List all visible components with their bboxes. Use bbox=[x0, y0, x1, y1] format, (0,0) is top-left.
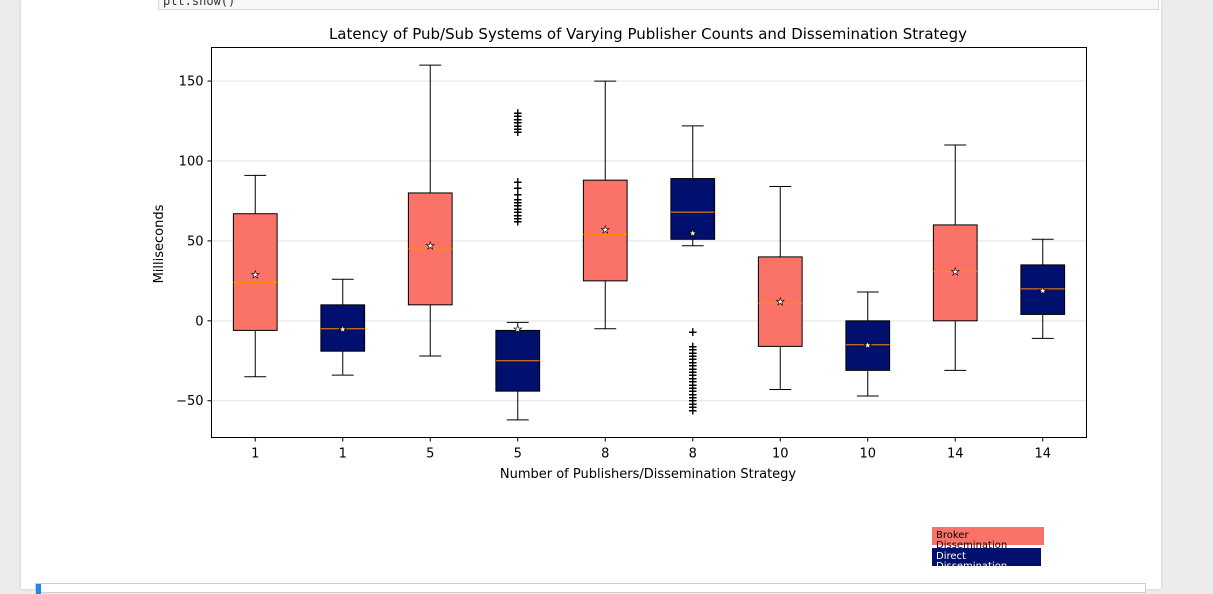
x-tick-label: 14 bbox=[947, 447, 964, 462]
box-broker-1: ★ bbox=[232, 174, 278, 378]
box-body bbox=[320, 304, 366, 352]
mean-marker: ★ bbox=[251, 270, 260, 281]
outlier-point: + bbox=[513, 175, 523, 189]
x-tick-label: 8 bbox=[689, 447, 697, 462]
outlier-point: + bbox=[513, 122, 523, 136]
outlier-point: + bbox=[688, 375, 698, 389]
y-tick-label: 150 bbox=[179, 75, 204, 90]
outlier-point: + bbox=[513, 202, 523, 216]
plot-frame bbox=[211, 47, 1087, 438]
chart-title: Latency of Pub/Sub Systems of Varying Pu… bbox=[329, 25, 967, 43]
box-direct-10: ★ bbox=[845, 291, 891, 397]
code-cell-tail[interactable]: plt.show() bbox=[158, 0, 1159, 10]
x-tick-label: 10 bbox=[859, 447, 876, 462]
mean-marker: ★ bbox=[601, 225, 610, 236]
outlier-point: + bbox=[688, 384, 698, 398]
x-tick-label: 14 bbox=[1034, 447, 1051, 462]
next-code-cell[interactable] bbox=[35, 583, 1146, 594]
x-axis-label: Number of Publishers/Dissemination Strat… bbox=[500, 467, 797, 482]
y-tick-label: 100 bbox=[179, 154, 204, 169]
box-body bbox=[232, 213, 278, 331]
outlier-point: + bbox=[688, 349, 698, 363]
outlier-point: + bbox=[688, 352, 698, 366]
outlier-point: + bbox=[513, 125, 523, 139]
outlier-point: + bbox=[688, 339, 698, 353]
outlier-point: + bbox=[688, 387, 698, 401]
x-axis: 1 1 5 5 8 8 10 10 14 14 bbox=[251, 437, 1051, 462]
box-body bbox=[932, 224, 978, 322]
box-broker-14: ★ bbox=[932, 144, 978, 371]
mean-marker: ★ bbox=[1038, 286, 1047, 297]
box-body bbox=[757, 256, 803, 347]
outlier-point: + bbox=[688, 371, 698, 385]
outlier-point: + bbox=[688, 394, 698, 408]
box-body bbox=[670, 178, 716, 240]
box-broker-8: ★ bbox=[582, 80, 628, 330]
outlier-point: + bbox=[513, 109, 523, 123]
outlier-point: + bbox=[688, 343, 698, 357]
outlier-point: + bbox=[688, 378, 698, 392]
box-direct-5: ★++++++++++++++++++ bbox=[495, 106, 541, 421]
outlier-point: + bbox=[688, 391, 698, 405]
outlier-point: + bbox=[688, 362, 698, 376]
y-axis-label: Milliseconds bbox=[152, 204, 167, 283]
outlier-point: + bbox=[688, 325, 698, 339]
outlier-point: + bbox=[513, 212, 523, 226]
outlier-point: + bbox=[688, 368, 698, 382]
outlier-point: + bbox=[513, 199, 523, 213]
box-direct-8: ★++++++++++++++++++++++ bbox=[670, 125, 716, 417]
legend-broker-label: Broker Dissemination bbox=[936, 530, 1008, 551]
x-tick-label: 5 bbox=[426, 447, 434, 462]
outlier-point: + bbox=[688, 355, 698, 369]
box-broker-5: ★ bbox=[407, 64, 453, 357]
x-tick-label: 10 bbox=[772, 447, 789, 462]
mean-marker: ★ bbox=[776, 297, 785, 308]
outlier-point: + bbox=[513, 205, 523, 219]
box-broker-10: ★ bbox=[757, 186, 803, 391]
box-direct-1: ★ bbox=[320, 278, 366, 376]
box-body bbox=[582, 179, 628, 282]
outlier-point: + bbox=[688, 346, 698, 360]
x-tick-label: 1 bbox=[339, 447, 347, 462]
mean-marker: ★ bbox=[426, 241, 435, 252]
mean-marker: ★ bbox=[513, 324, 522, 335]
outlier-point: + bbox=[688, 400, 698, 414]
y-tick-label: 0 bbox=[195, 314, 203, 329]
outlier-point: + bbox=[688, 365, 698, 379]
x-tick-label: 5 bbox=[514, 447, 522, 462]
outlier-point: + bbox=[688, 359, 698, 373]
y-tick-label: −50 bbox=[176, 394, 203, 409]
outlier-point: + bbox=[513, 106, 523, 120]
y-tick-label: 50 bbox=[187, 234, 204, 249]
outlier-point: + bbox=[688, 381, 698, 395]
box-direct-14: ★ bbox=[1020, 238, 1066, 339]
y-axis: −50 0 50 100 150 bbox=[176, 75, 212, 409]
mean-marker: ★ bbox=[863, 340, 872, 351]
box-body bbox=[1020, 264, 1066, 315]
outlier-point: + bbox=[513, 188, 523, 202]
outlier-point: + bbox=[688, 397, 698, 411]
outlier-point: + bbox=[513, 112, 523, 126]
outlier-point: + bbox=[513, 196, 523, 210]
outlier-point: + bbox=[513, 215, 523, 229]
legend-direct: Direct Dissemination bbox=[932, 548, 1041, 572]
x-tick-label: 8 bbox=[601, 447, 609, 462]
mean-marker: ★ bbox=[338, 324, 347, 335]
outlier-point: + bbox=[513, 116, 523, 130]
outlier-point: + bbox=[513, 192, 523, 206]
outlier-point: + bbox=[513, 119, 523, 133]
legend-broker: Broker Dissemination bbox=[932, 527, 1044, 551]
code-text: plt.show() bbox=[163, 0, 236, 8]
mean-marker: ★ bbox=[688, 228, 697, 239]
outlier-point: + bbox=[688, 403, 698, 417]
mean-marker: ★ bbox=[951, 267, 960, 278]
outlier-point: + bbox=[513, 181, 523, 195]
outlier-point: + bbox=[513, 208, 523, 222]
cell-selection-bar bbox=[36, 584, 41, 594]
box-body bbox=[845, 320, 891, 371]
legend-direct-label: Direct Dissemination bbox=[936, 551, 1008, 572]
box-series: ★★★★++++++++++++++++++★ ★++++++++++++++++… bbox=[232, 64, 1066, 421]
x-tick-label: 1 bbox=[251, 447, 259, 462]
